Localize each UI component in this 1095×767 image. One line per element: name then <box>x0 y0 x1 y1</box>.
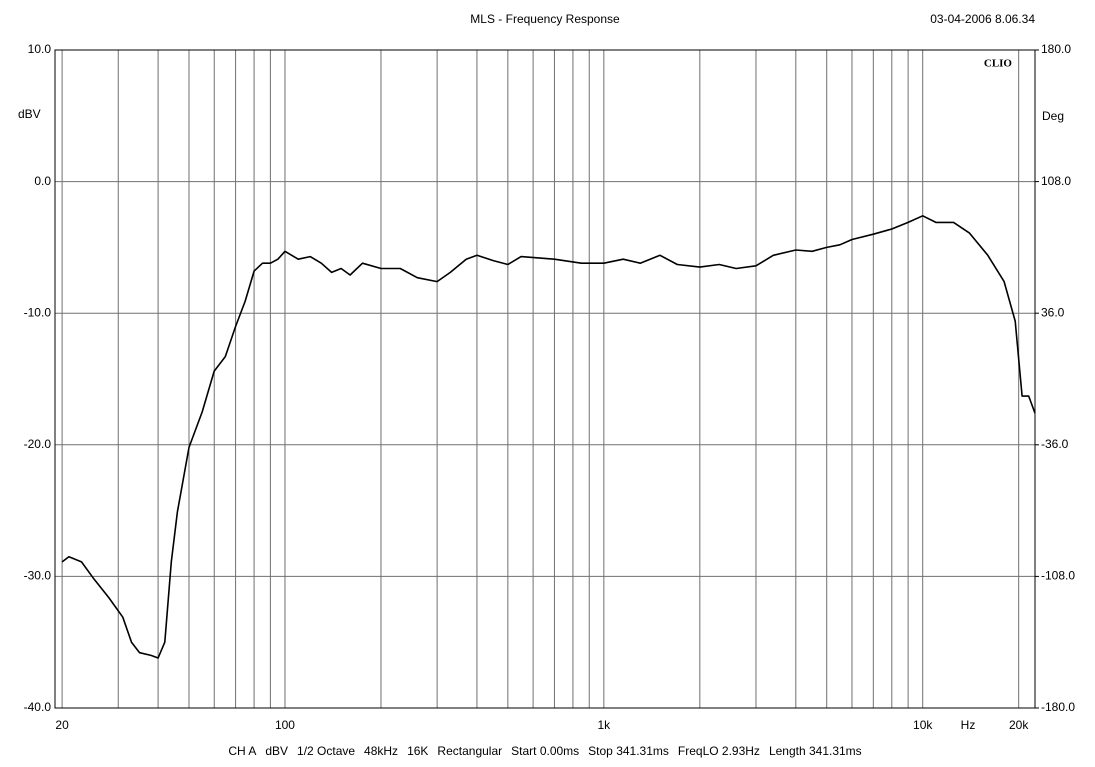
y-tick-label: 0.0 <box>34 174 51 188</box>
footer-item: 1/2 Octave <box>297 744 355 758</box>
y-tick-label: -30.0 <box>24 569 52 583</box>
y2-tick-label: -36.0 <box>1041 437 1069 451</box>
footer-item: Stop 341.31ms <box>588 744 669 758</box>
footer-item: 48kHz <box>364 744 398 758</box>
y2-tick-label: 180.0 <box>1041 42 1071 56</box>
y-axis-label: dBV <box>18 107 41 121</box>
footer-item: Rectangular <box>437 744 502 758</box>
x-tick-label: 20 <box>55 718 69 732</box>
footer-item: 16K <box>407 744 428 758</box>
y2-tick-label: 108.0 <box>1041 174 1071 188</box>
footer-item: Length 341.31ms <box>769 744 862 758</box>
x-unit-label: Hz <box>961 718 976 732</box>
x-tick-label: 10k <box>913 718 933 732</box>
y2-tick-label: 36.0 <box>1041 305 1065 319</box>
y-tick-label: -10.0 <box>24 305 52 319</box>
footer-item: CH A <box>228 744 256 758</box>
x-tick-label: 20k <box>1009 718 1029 732</box>
logo: CLIO <box>984 58 1013 70</box>
y-tick-label: 10.0 <box>28 42 52 56</box>
footer-item: Start 0.00ms <box>511 744 579 758</box>
x-tick-label: 100 <box>275 718 295 732</box>
x-tick-label: 1k <box>597 718 611 732</box>
y2-axis-label: Deg <box>1042 109 1064 123</box>
footer: CH A dBV 1/2 Octave 48kHz 16K Rectangular Star… <box>228 744 861 758</box>
plot-area <box>55 49 1036 709</box>
y2-tick-label: -180.0 <box>1041 700 1075 714</box>
plot-border <box>54 49 1036 709</box>
chart-title: MLS - Frequency Response <box>470 12 620 26</box>
footer-item: FreqLO 2.93Hz <box>678 744 760 758</box>
y-tick-label: -20.0 <box>24 437 52 451</box>
y-tick-label: -40.0 <box>24 700 52 714</box>
y2-tick-label: -108.0 <box>1041 569 1075 583</box>
timestamp: 03-04-2006 8.06.34 <box>930 12 1035 26</box>
response-line <box>61 215 1036 659</box>
footer-item: dBV <box>265 744 288 758</box>
